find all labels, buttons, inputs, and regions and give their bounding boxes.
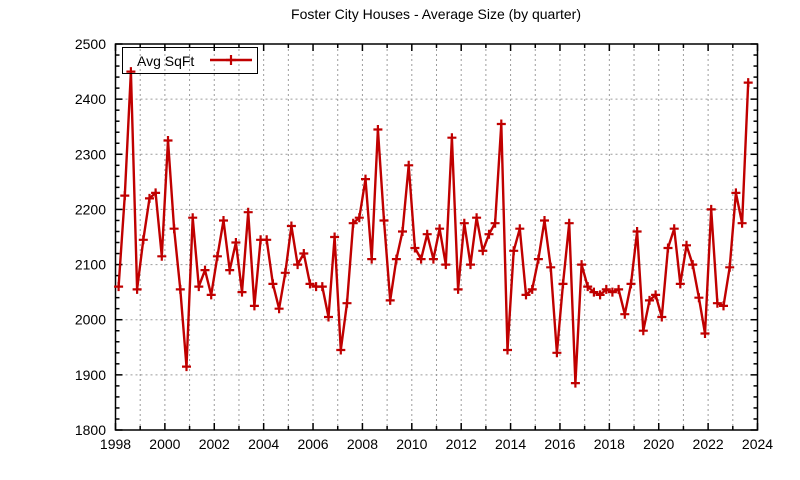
series-layer: [114, 67, 753, 388]
series-line: [117, 71, 750, 384]
legend-sample-marker: [226, 55, 236, 65]
x-tick-label: 2014: [495, 436, 526, 452]
y-tick-label: 2300: [75, 146, 106, 162]
x-tick-label: 2024: [742, 436, 773, 452]
chart-title: Foster City Houses - Average Size (by qu…: [291, 6, 581, 22]
legend: Avg SqFt: [122, 47, 258, 74]
grid-layer: [115, 44, 758, 430]
x-tick-label: 2018: [594, 436, 625, 452]
y-tick-label: 1900: [75, 367, 106, 383]
x-tick-label: 2020: [643, 436, 674, 452]
y-tick-label: 2400: [75, 91, 106, 107]
x-tick-label: 2000: [149, 436, 180, 452]
x-tick-label: 2010: [396, 436, 427, 452]
legend-box: [122, 47, 258, 74]
y-tick-label: 2500: [75, 36, 106, 52]
y-tick-label: 2200: [75, 201, 106, 217]
x-tick-label: 1998: [100, 436, 131, 452]
data-point-markers: [114, 67, 753, 388]
x-tick-label: 2002: [199, 436, 230, 452]
plot-border: [114, 43, 759, 431]
x-tick-label: 2016: [544, 436, 575, 452]
axis-layer: 1998 2000 2002 2004 2006 2008 2010 2012 2014 2016…: [75, 36, 773, 452]
legend-label: Avg SqFt: [137, 53, 194, 69]
x-tick-label: 2012: [446, 436, 477, 452]
x-tick-label: 2022: [693, 436, 724, 452]
y-tick-label: 1800: [75, 422, 106, 438]
x-tick-label: 2004: [248, 436, 279, 452]
x-tick-label: 2008: [347, 436, 378, 452]
y-tick-label: 2000: [75, 312, 106, 328]
y-tick-label: 2100: [75, 257, 106, 273]
x-tick-label: 2006: [297, 436, 328, 452]
